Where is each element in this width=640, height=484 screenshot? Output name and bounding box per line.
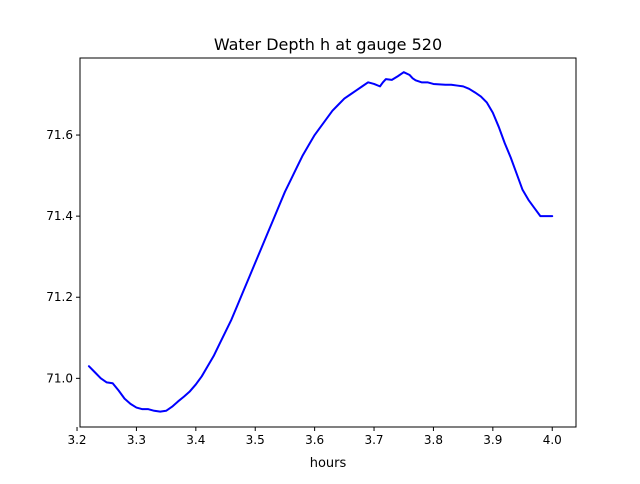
chart-title: Water Depth h at gauge 520 (214, 35, 442, 54)
x-tick-label: 3.6 (305, 433, 324, 447)
x-tick-label: 4.0 (543, 433, 562, 447)
x-tick-label: 3.8 (424, 433, 443, 447)
y-axis: 71.0 71.2 71.4 71.6 (46, 128, 80, 385)
x-tick-label: 3.9 (483, 433, 502, 447)
plot-frame (79, 57, 577, 428)
x-tick-label: 3.7 (364, 433, 383, 447)
x-axis-label: hours (310, 456, 347, 471)
x-tick-label: 3.3 (127, 433, 146, 447)
y-tick-label: 71.0 (46, 371, 73, 385)
x-tick-label: 3.4 (186, 433, 205, 447)
y-tick-label: 71.4 (46, 209, 73, 223)
x-tick-label: 3.2 (67, 433, 86, 447)
x-axis: 3.2 3.3 3.4 3.5 3.6 3.7 3.8 3.9 4.0 (67, 427, 562, 447)
y-tick-label: 71.6 (46, 128, 73, 142)
y-tick-label: 71.2 (46, 290, 73, 304)
x-tick-label: 3.5 (246, 433, 265, 447)
series-line (87, 71, 554, 413)
